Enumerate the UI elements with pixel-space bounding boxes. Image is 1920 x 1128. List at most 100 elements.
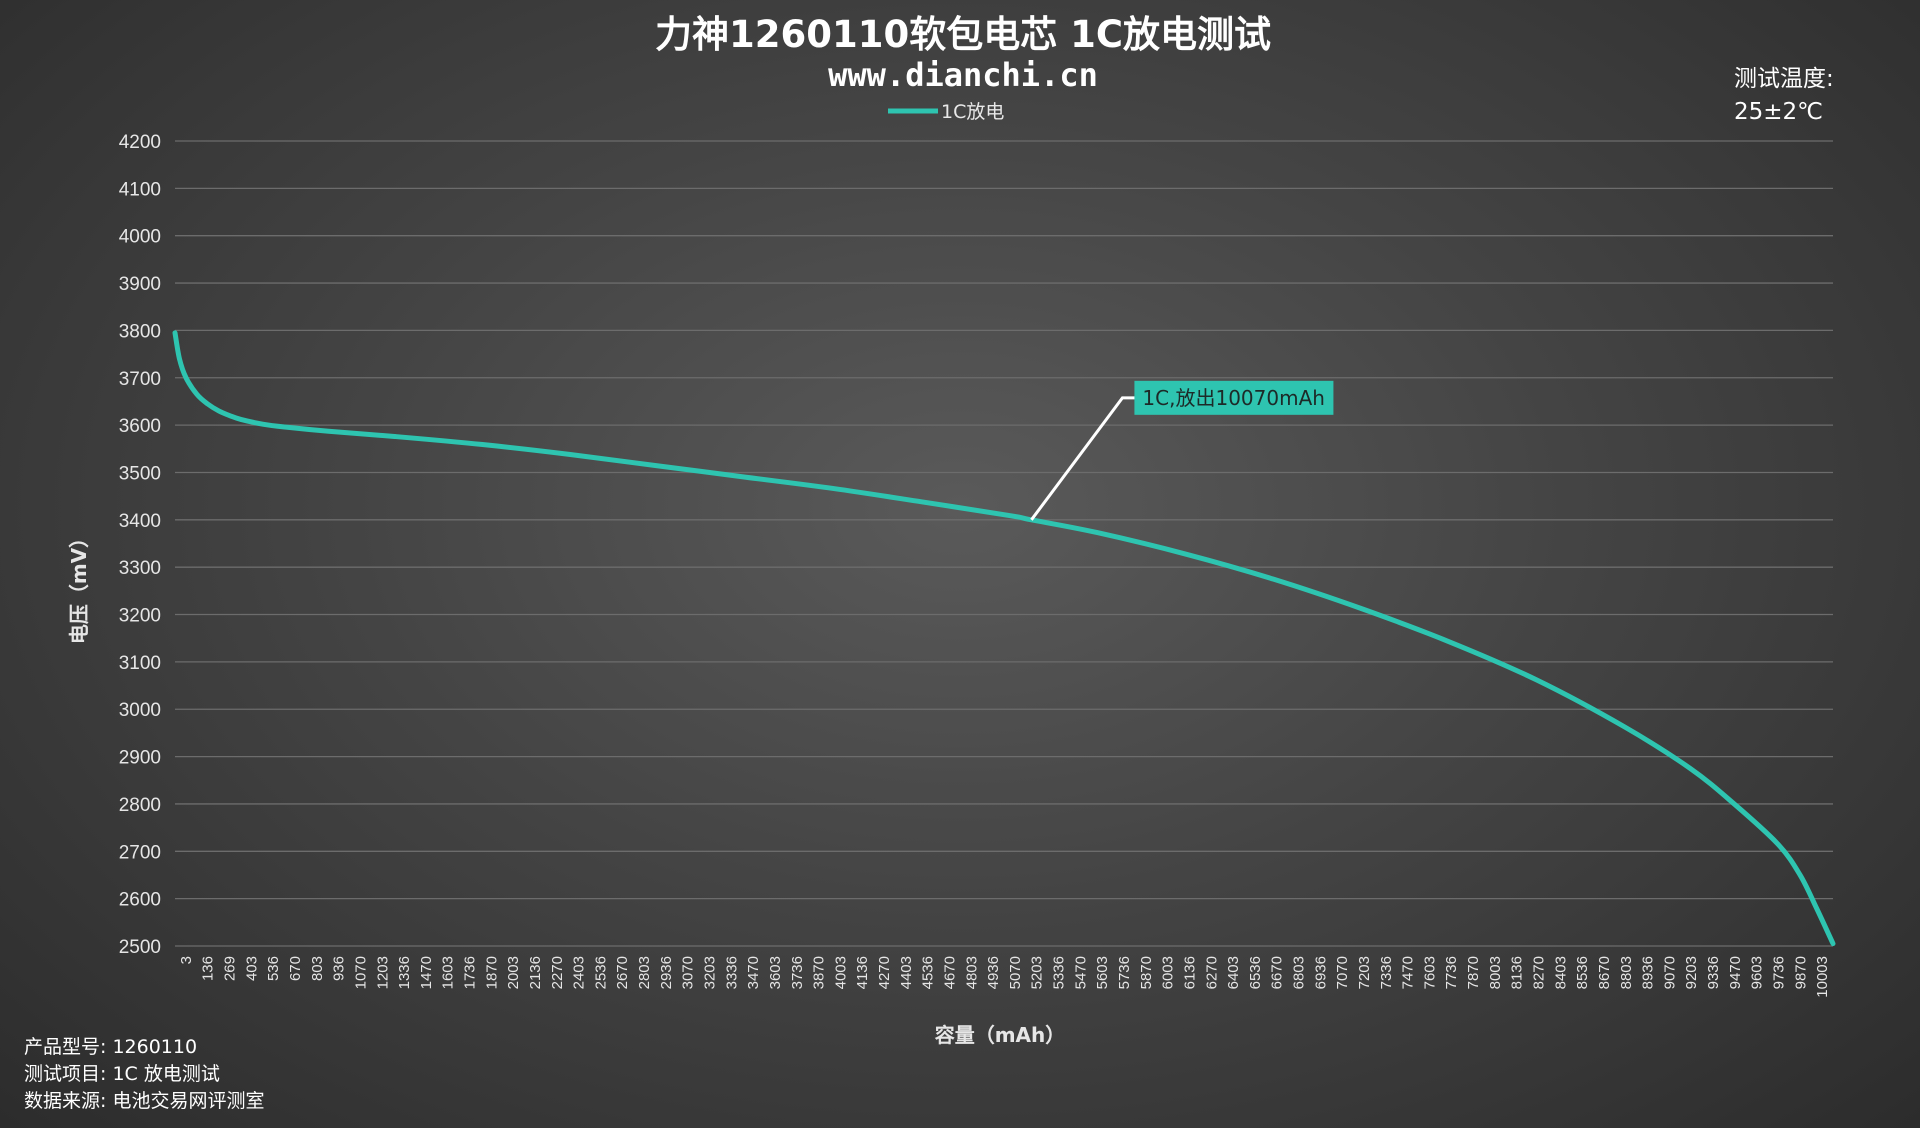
x-axis-ticks: 3 136 269 403 536 670 803 936 1070 1203 1336 1470 16… <box>178 956 1831 998</box>
x-tick-label: 136 <box>200 956 217 981</box>
x-tick-label: 7203 <box>1356 956 1373 989</box>
x-tick-label: 2270 <box>549 956 566 989</box>
y-tick-label: 2800 <box>119 795 161 816</box>
series-line-1c-discharge <box>172 330 1836 947</box>
x-tick-label: 6003 <box>1160 956 1177 989</box>
x-tick-label: 2003 <box>505 956 522 989</box>
x-tick-label: 4936 <box>985 956 1002 989</box>
x-tick-label: 3603 <box>767 956 784 989</box>
x-tick-label: 803 <box>309 956 326 981</box>
x-tick-label: 5603 <box>1094 956 1111 989</box>
x-tick-label: 3070 <box>680 956 697 989</box>
y-tick-label: 3200 <box>119 606 161 627</box>
x-tick-label: 9736 <box>1770 956 1787 989</box>
x-tick-label: 4270 <box>876 956 893 989</box>
x-tick-label: 6670 <box>1269 956 1286 989</box>
annotation-layer: 1C,放出10070mAh <box>1030 380 1334 521</box>
x-tick-label: 7470 <box>1400 956 1417 989</box>
x-tick-label: 4536 <box>920 956 937 989</box>
x-tick-label: 1870 <box>483 956 500 989</box>
x-tick-label: 2536 <box>592 956 609 989</box>
x-tick-label: 9870 <box>1792 956 1809 989</box>
x-tick-label: 7336 <box>1378 956 1395 989</box>
annotation-box <box>1134 380 1334 415</box>
x-axis-title: 容量（mAh） <box>935 1023 1066 1047</box>
x-tick-label: 4803 <box>963 956 980 989</box>
x-tick-label: 8403 <box>1552 956 1569 989</box>
x-tick-label: 1603 <box>440 956 457 989</box>
x-tick-label: 2136 <box>527 956 544 989</box>
y-tick-label: 2500 <box>119 937 161 958</box>
x-tick-label: 5070 <box>1007 956 1024 989</box>
x-tick-label: 2403 <box>571 956 588 989</box>
y-axis-ticks: 4200 4100 4000 3900 3800 3700 3600 3500 3400 3300… <box>119 132 161 958</box>
x-tick-label: 670 <box>287 956 304 981</box>
x-tick-label: 5736 <box>1116 956 1133 989</box>
x-tick-label: 3736 <box>789 956 806 989</box>
x-tick-label: 5870 <box>1138 956 1155 989</box>
y-tick-label: 3100 <box>119 653 161 674</box>
chart-title: 力神1260110软包电芯 1C放电测试 <box>655 13 1271 56</box>
x-tick-label: 10003 <box>1814 956 1831 998</box>
series-layer <box>172 330 1836 947</box>
x-tick-label: 4136 <box>854 956 871 989</box>
x-tick-label: 3 <box>178 956 195 964</box>
grid-layer <box>175 140 1833 947</box>
x-tick-label: 8270 <box>1530 956 1547 989</box>
x-tick-label: 5203 <box>1029 956 1046 989</box>
x-tick-label: 2670 <box>614 956 631 989</box>
x-tick-label: 9203 <box>1683 956 1700 989</box>
x-tick-label: 3470 <box>745 956 762 989</box>
x-tick-label: 1070 <box>352 956 369 989</box>
y-tick-label: 3600 <box>119 416 161 437</box>
x-tick-label: 6536 <box>1247 956 1264 989</box>
x-tick-label: 7070 <box>1334 956 1351 989</box>
y-tick-label: 3400 <box>119 511 161 532</box>
x-tick-label: 1203 <box>374 956 391 989</box>
x-tick-label: 3336 <box>723 956 740 989</box>
y-tick-label: 4100 <box>119 179 161 200</box>
y-tick-label: 2600 <box>119 890 161 911</box>
x-tick-label: 4003 <box>832 956 849 989</box>
test-item: 测试项目: 1C 放电测试 <box>24 1063 220 1085</box>
data-source: 数据来源: 电池交易网评测室 <box>24 1090 264 1112</box>
x-tick-label: 8670 <box>1596 956 1613 989</box>
x-tick-label: 5470 <box>1072 956 1089 989</box>
test-temperature-value: 25±2℃ <box>1734 99 1823 125</box>
x-tick-label: 8003 <box>1487 956 1504 989</box>
chart-subtitle: www.dianchi.cn <box>828 56 1098 94</box>
x-tick-label: 1470 <box>418 956 435 989</box>
x-tick-label: 6936 <box>1312 956 1329 989</box>
x-tick-label: 3870 <box>811 956 828 989</box>
test-temperature-label: 测试温度: <box>1734 66 1834 92</box>
x-tick-label: 269 <box>222 956 239 981</box>
x-tick-label: 4403 <box>898 956 915 989</box>
x-tick-label: 8536 <box>1574 956 1591 989</box>
x-tick-label: 403 <box>243 956 260 981</box>
x-tick-label: 4670 <box>941 956 958 989</box>
x-tick-label: 7736 <box>1443 956 1460 989</box>
y-tick-label: 3300 <box>119 558 161 579</box>
product-model: 产品型号: 1260110 <box>24 1036 197 1058</box>
x-tick-label: 1736 <box>462 956 479 989</box>
annotation-label: 1C,放出10070mAh <box>1142 386 1325 410</box>
x-tick-label: 9603 <box>1749 956 1766 989</box>
y-tick-label: 3800 <box>119 321 161 342</box>
legend-label: 1C放电 <box>941 101 1004 123</box>
x-tick-label: 8136 <box>1509 956 1526 989</box>
y-axis-title: 电压（mV） <box>67 528 91 644</box>
y-tick-label: 2700 <box>119 842 161 863</box>
x-tick-label: 7603 <box>1421 956 1438 989</box>
x-tick-label: 6403 <box>1225 956 1242 989</box>
x-tick-label: 536 <box>265 956 282 981</box>
x-tick-label: 1336 <box>396 956 413 989</box>
x-tick-label: 6270 <box>1203 956 1220 989</box>
x-tick-label: 9336 <box>1705 956 1722 989</box>
x-tick-label: 5336 <box>1051 956 1068 989</box>
x-tick-label: 8936 <box>1640 956 1657 989</box>
x-tick-label: 9070 <box>1661 956 1678 989</box>
y-tick-label: 3900 <box>119 274 161 295</box>
annotation-leader-line <box>1030 396 1136 521</box>
x-tick-label: 6136 <box>1181 956 1198 989</box>
x-tick-label: 3203 <box>701 956 718 989</box>
